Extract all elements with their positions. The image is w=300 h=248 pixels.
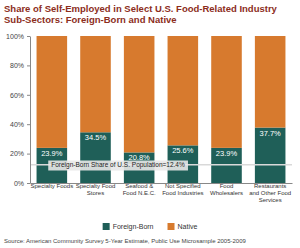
annotation-text: Foreign-Born Share of U.S. Population=12… [51,161,185,169]
legend-swatch [103,223,110,230]
data-label: 23.9% [41,149,63,158]
text-line: Seafood & [125,183,153,189]
title: Share of Self-Employed in Select U.S. Fo… [4,3,278,25]
annotation: Foreign-Born Share of U.S. Population=12… [48,160,188,170]
data-label: 34.5% [85,133,107,142]
tick: 0% [14,180,30,187]
text-line: Specialty Foods [30,183,73,189]
x-axis: Specialty FoodsSpecialty FoodStores Seafo… [30,183,292,203]
series [37,36,286,152]
tick-label: FoodWholesalers [210,183,243,196]
text-line: Share of Self-Employed in Select U.S. Fo… [4,3,278,14]
legend: Foreign-Born Native [103,223,198,231]
tick: FoodWholesalers [210,183,243,196]
tick-label: Restaurantsand Other FoodServices [249,183,291,203]
text-line: Not Specified [165,183,201,189]
tick: 60% [10,92,30,99]
tick-label: Specialty FoodStores [76,183,116,196]
tick: 100% [6,33,30,40]
tick-mark [27,124,30,125]
data-labels: 23.9%34.5%20.8%25.6%23.9%37.7% [41,129,281,163]
bar [255,36,286,128]
bar [211,36,242,148]
bar [80,36,111,132]
tick: 20% [10,150,30,157]
tick: Seafood &Food N.E.C. [123,183,156,196]
text-line: Food N.E.C. [123,190,156,196]
bar [80,132,111,183]
bar [168,36,199,145]
tick-label: Specialty Foods [30,183,73,189]
tick-label: Seafood &Food N.E.C. [123,183,156,196]
tick: 40% [10,121,30,128]
tick-label: 20% [10,150,24,157]
text-line: and Other Food [249,190,291,196]
legend-label: Native [178,223,198,230]
tick-mark [27,154,30,155]
tick: 80% [10,62,30,69]
bar [37,36,68,148]
text-line: Wholesalers [210,190,243,196]
plot-area [30,36,292,183]
annotation-box [48,160,188,170]
tick-mark [27,95,30,96]
text-line: Food [220,183,234,189]
series [37,128,286,183]
data-label: 37.7% [260,129,282,138]
bar [124,36,155,152]
bar [255,128,286,183]
tick: Specialty FoodStores [76,183,116,196]
legend-label: Foreign-Born [113,223,154,231]
legend-swatch [168,223,175,230]
tick-mark [27,36,30,37]
tick-label: 40% [10,121,24,128]
legend-item: Native [168,223,198,230]
data-label: 23.9% [216,149,238,158]
tick-label: 60% [10,92,24,99]
text-line: Services [259,197,282,203]
text-line: Stores [87,190,104,196]
tick-label: 100% [6,33,24,40]
chart: Share of Self-Employed in Select U.S. Fo… [0,0,300,248]
text-line: Food Industries [162,190,203,196]
tick: Restaurantsand Other FoodServices [249,183,291,203]
tick-label: 0% [14,180,24,187]
text-line: Restaurants [254,183,286,189]
text-line: Sub-Sectors: Foreign-Born and Native [4,14,177,25]
tick: Specialty Foods [30,183,73,189]
data-label: 25.6% [172,146,194,155]
text-line: Specialty Food [76,183,116,189]
tick-label: Not SpecifiedFood Industries [162,183,203,196]
y-axis: 0% 20% 40% 60% 80% 100% [6,33,30,187]
legend-item: Foreign-Born [103,223,154,231]
axis-line [30,37,31,184]
source: Source: American Community Survey 5-Year… [4,238,247,244]
tick: Not SpecifiedFood Industries [162,183,203,196]
tick-label: 80% [10,62,24,69]
tick-mark [27,65,30,66]
